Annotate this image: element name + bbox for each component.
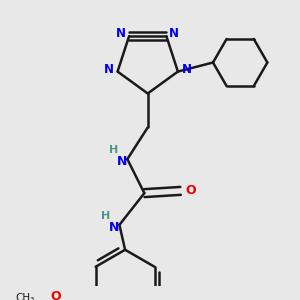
Text: H: H [101,211,110,221]
Text: N: N [103,63,113,76]
Text: N: N [169,27,179,40]
Text: O: O [185,184,196,197]
Text: N: N [182,63,192,76]
Text: N: N [116,155,127,168]
Text: N: N [116,27,126,40]
Text: CH₃: CH₃ [16,293,35,300]
Text: N: N [109,220,119,234]
Text: H: H [109,145,119,155]
Text: O: O [51,290,61,300]
